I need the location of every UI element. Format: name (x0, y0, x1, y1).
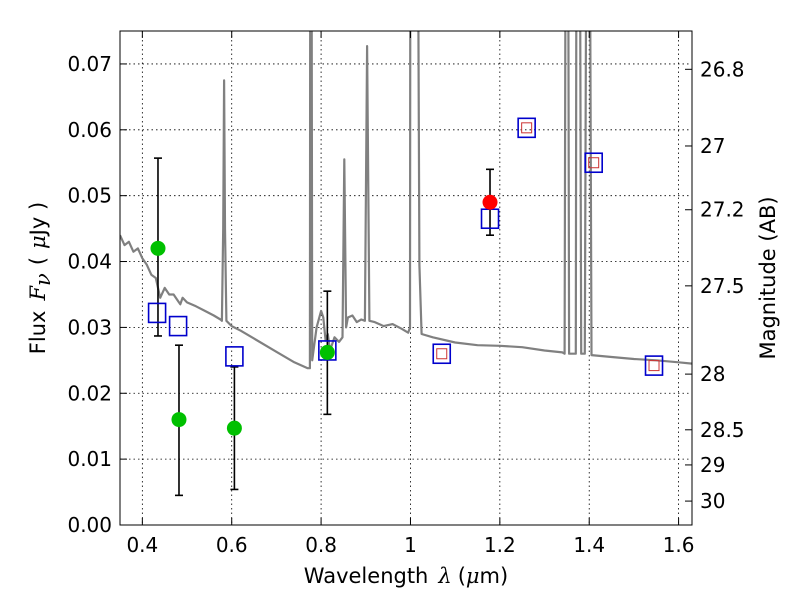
x-tick-label: 1.6 (663, 533, 695, 557)
y2-tick-label: 27.5 (700, 274, 745, 298)
model-photometry-square (517, 117, 536, 139)
y-tick-label: 0.05 (67, 184, 112, 208)
observed-point (171, 412, 187, 428)
x-tick-label: 0.6 (216, 533, 248, 557)
y-tick-label: 0.07 (67, 52, 112, 76)
observed-point (319, 344, 335, 360)
x-tick-label: 1 (404, 533, 417, 557)
plot-frame (119, 30, 693, 526)
y-tick-label: 0.01 (67, 447, 112, 471)
x-tick-label: 0.4 (126, 533, 158, 557)
model-photometry-square (432, 343, 452, 365)
sed-model-layer (120, 31, 692, 370)
model-photometry-square (225, 346, 244, 367)
model-photometry-square (584, 152, 603, 174)
y2-axis-label: Magnitude (AB) (756, 196, 780, 359)
predicted-photometry-square (588, 157, 600, 169)
observed-point (150, 240, 166, 256)
y-tick-label: 0.06 (67, 118, 112, 142)
sed-model-line (120, 31, 692, 370)
y2-tick-label: 27.2 (700, 198, 745, 222)
predicted-photometry-square (436, 348, 448, 360)
y2-tick-label: 30 (700, 489, 725, 513)
y2-tick-label: 28.5 (700, 418, 745, 442)
x-tick-label: 1.2 (484, 533, 516, 557)
plot-background (120, 31, 692, 525)
x-tick-label: 0.8 (305, 533, 337, 557)
model-photometry-square (644, 355, 664, 376)
y2-tick-label: 29 (700, 453, 725, 477)
x-tick-label: 1.4 (573, 533, 605, 557)
y-tick-label: 0.04 (67, 250, 112, 274)
model-photometry-square (168, 315, 188, 337)
model-photometry-square (147, 302, 167, 324)
detection-point (482, 194, 498, 210)
ticks: 0.4 0.6 0.8 1 1.2 1.4 1.6 0.00 0.01 0.02 0.03 0.04 0… (67, 31, 745, 557)
predicted-photometry-square (521, 122, 533, 134)
y-axis-label: FluxFν(μJy ) (26, 202, 55, 354)
y2-tick-label: 28 (700, 362, 725, 386)
model-photometry-square (318, 340, 337, 361)
x-axis-label: Wavelength λ (μm) (304, 564, 508, 588)
y2-tick-label: 27 (700, 134, 725, 158)
y-tick-label: 0.02 (67, 381, 112, 405)
y-tick-label: 0.00 (67, 513, 112, 537)
y2-tick-label: 26.8 (700, 57, 745, 81)
observed-point (226, 420, 242, 436)
predicted-photometry-square (648, 360, 660, 372)
y-tick-label: 0.03 (67, 315, 112, 339)
marker-layer (147, 117, 664, 436)
